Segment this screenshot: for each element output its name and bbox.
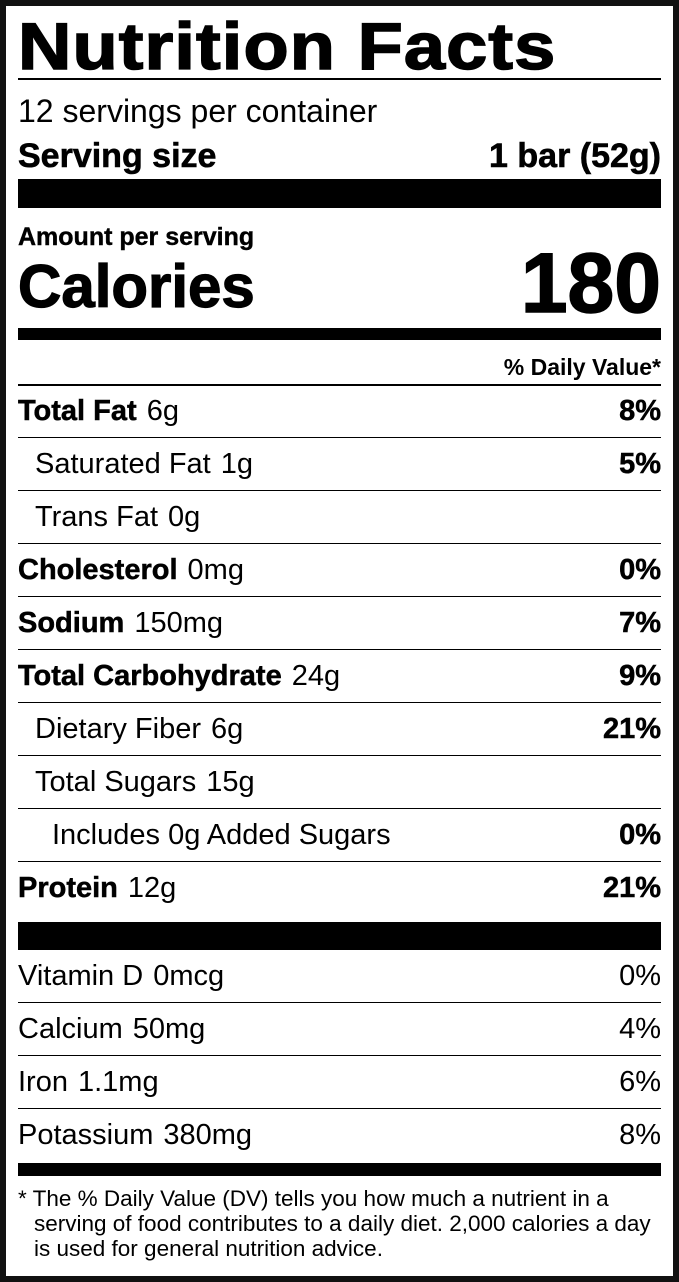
vitamin-name-group: Iron 1.1mg [18, 1066, 159, 1099]
calories-value: 180 [520, 236, 662, 330]
nutrient-name: Total Carbohydrate [18, 659, 282, 692]
divider-thick [18, 922, 661, 950]
nutrient-row: Sodium 150mg 7% [18, 597, 661, 650]
calories-label: Calories [17, 252, 255, 320]
vitamin-name: Iron [18, 1065, 68, 1098]
nutrient-name-group: Total Fat 6g [18, 394, 179, 428]
nutrient-amount: 6g [211, 712, 244, 745]
vitamin-name-group: Potassium 380mg [18, 1119, 252, 1152]
servings-per-container: 12 servings per container [18, 93, 378, 129]
nutrient-name: Cholesterol [18, 553, 178, 586]
nutrient-name: Trans Fat [35, 500, 159, 533]
vitamin-daily-value: 4% [619, 1012, 661, 1045]
nutrient-amount: 6g [146, 394, 179, 427]
nutrient-name: Saturated Fat [35, 447, 211, 480]
nutrient-daily-value: 5% [619, 447, 661, 480]
nutrient-amount: 12g [127, 872, 177, 904]
nutrient-name-group: Saturated Fat 1g [18, 448, 253, 481]
nutrient-daily-value: 9% [619, 659, 661, 692]
daily-value-header: % Daily Value* [503, 354, 661, 380]
vitamin-row: Potassium 380mg 8% [18, 1109, 661, 1162]
nutrient-name-group: Total Sugars 15g [18, 766, 255, 799]
vitamin-name-group: Calcium 50mg [18, 1013, 205, 1046]
nutrient-name: Protein [18, 872, 118, 905]
nutrient-name-group: Includes 0g Added Sugars [18, 819, 391, 852]
nutrient-row: Total Sugars 15g [18, 756, 661, 809]
vitamin-name: Calcium [18, 1012, 123, 1045]
vitamin-daily-value: 6% [619, 1065, 661, 1098]
serving-size-label: Serving size [18, 137, 217, 176]
nutrient-amount: 1g [220, 447, 253, 480]
nutrient-daily-value: 21% [602, 872, 662, 905]
serving-size-value: 1 bar (52g) [489, 137, 662, 176]
label-title: Nutrition Facts [17, 9, 557, 83]
divider-thin [18, 384, 661, 386]
divider-medium [18, 1163, 661, 1176]
vitamin-row: Calcium 50mg 4% [18, 1003, 661, 1056]
nutrient-name-group: Dietary Fiber 6g [18, 713, 243, 746]
divider-thin [18, 78, 661, 80]
vitamin-amount: 1.1mg [77, 1065, 159, 1098]
nutrient-name: Includes 0g Added Sugars [52, 818, 391, 851]
vitamin-name: Vitamin D [18, 959, 144, 992]
vitamin-daily-value: 0% [619, 959, 661, 992]
vitamin-amount: 380mg [163, 1119, 253, 1151]
nutrient-daily-value: 0% [619, 818, 661, 851]
nutrient-amount: 24g [291, 659, 341, 692]
nutrient-daily-value: 21% [602, 712, 662, 745]
nutrient-daily-value: 7% [619, 606, 661, 639]
nutrient-row: Dietary Fiber 6g 21% [18, 703, 661, 756]
vitamin-amount: 0mcg [153, 959, 225, 992]
nutrient-row: Protein 12g 21% [18, 862, 661, 915]
nutrient-amount: 0mg [187, 553, 244, 586]
divider-thick [18, 179, 661, 208]
vitamin-row: Iron 1.1mg 6% [18, 1056, 661, 1109]
footnote: * The % Daily Value (DV) tells you how m… [18, 1186, 651, 1261]
nutrient-list: Total Fat 6g 8% Saturated Fat 1g 5% Trans Fat 0… [18, 385, 662, 915]
nutrient-row: Total Carbohydrate 24g 9% [18, 650, 661, 703]
nutrient-amount: 15g [206, 765, 255, 798]
nutrient-row: Total Fat 6g 8% [18, 385, 661, 438]
nutrient-name: Sodium [18, 606, 125, 639]
nutrient-row: Trans Fat 0g [18, 491, 661, 544]
nutrient-name-group: Sodium 150mg [18, 606, 224, 640]
vitamin-amount: 50mg [132, 1012, 206, 1045]
vitamin-daily-value: 8% [619, 1119, 661, 1151]
nutrient-daily-value: 8% [619, 394, 661, 427]
nutrient-amount: 0g [168, 500, 201, 533]
nutrient-amount: 150mg [134, 606, 224, 639]
vitamin-list: Vitamin D 0mcg 0% Calcium 50mg 4% Iron 1.1mg 6% P… [18, 950, 661, 1162]
nutrient-daily-value: 0% [619, 553, 661, 586]
nutrient-name: Total Sugars [35, 765, 197, 798]
nutrient-name-group: Trans Fat 0g [18, 501, 200, 534]
amount-per-serving: Amount per serving [18, 223, 255, 251]
nutrient-row: Saturated Fat 1g 5% [18, 438, 661, 491]
nutrient-row: Cholesterol 0mg 0% [18, 544, 661, 597]
nutrient-name: Dietary Fiber [35, 712, 201, 745]
nutrient-name-group: Total Carbohydrate 24g [18, 659, 341, 693]
serving-size: Serving size 1 bar (52g) [18, 136, 662, 176]
vitamin-name-group: Vitamin D 0mcg [18, 960, 224, 993]
nutrient-name-group: Protein 12g [18, 872, 177, 905]
nutrient-name: Total Fat [18, 394, 137, 427]
nutrient-name-group: Cholesterol 0mg [18, 553, 244, 587]
divider-medium [18, 328, 661, 340]
vitamin-row: Vitamin D 0mcg 0% [18, 950, 661, 1003]
nutrient-row: Includes 0g Added Sugars 0% [18, 809, 661, 862]
vitamin-name: Potassium [18, 1119, 154, 1151]
